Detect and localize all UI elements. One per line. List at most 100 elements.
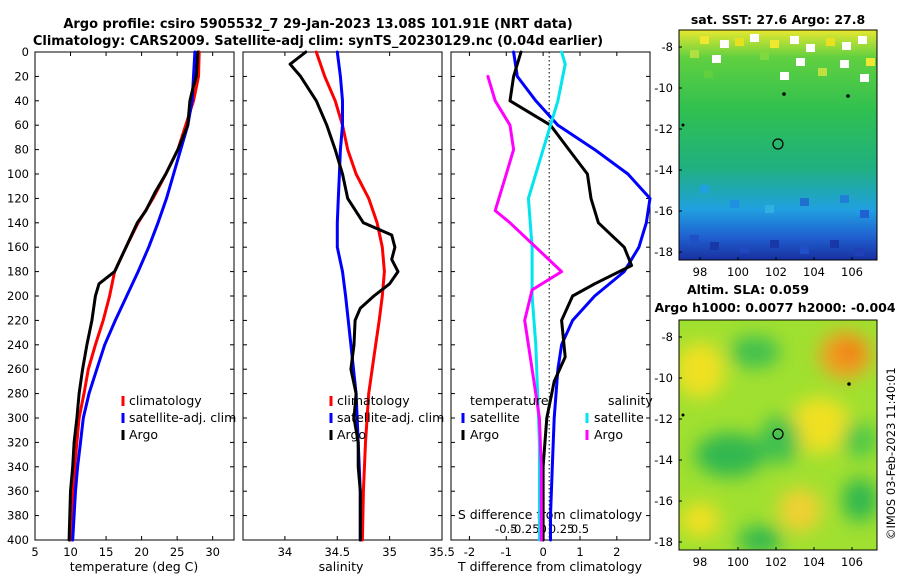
- salinity-legend-label: Argo: [337, 427, 366, 442]
- sst-texture-cell: [806, 44, 815, 52]
- difference-legend-label: Argo: [594, 427, 623, 442]
- sst-texture-cell: [704, 70, 713, 78]
- difference-xtick-label: -1: [501, 545, 512, 559]
- sla-argo-location-marker: [772, 428, 784, 440]
- difference-series-t-satellite: [512, 50, 652, 542]
- difference-legend-header: salinity: [608, 393, 653, 408]
- sla-island-mark: [681, 413, 685, 417]
- sst-texture-cell: [855, 248, 864, 256]
- sst-texture-cell: [866, 58, 875, 66]
- sst-ytick-label: -12: [654, 122, 673, 136]
- sst-texture-cell: [765, 205, 774, 213]
- difference-xtick-label: 2: [613, 545, 620, 559]
- sst-texture-cell: [818, 68, 827, 76]
- salinity-xlabel: salinity: [319, 559, 364, 574]
- temperature-ytick-label: 120: [7, 191, 29, 205]
- sst-xtick-label: 106: [841, 265, 863, 279]
- sst-xtick-label: 104: [803, 265, 825, 279]
- sst-argo-location-marker: [772, 138, 784, 150]
- chart-marks: 0204060801001201401601802002202402602803…: [7, 40, 863, 569]
- sst-texture-cell: [770, 40, 779, 48]
- temperature-ytick-label: 20: [14, 69, 29, 83]
- sst-texture-cell: [790, 36, 799, 44]
- difference-xtick2-label: 0.5: [571, 522, 589, 536]
- sst-texture-cell: [735, 38, 744, 46]
- temperature-xtick-label: 25: [170, 545, 185, 559]
- temperature-ytick-label: 240: [7, 338, 29, 352]
- sst-texture-cell: [700, 185, 709, 193]
- sst-texture-cell: [800, 246, 809, 254]
- temperature-ytick-label: 320: [7, 435, 29, 449]
- sst-texture-cell: [800, 198, 809, 206]
- sst-ytick-label: -18: [654, 245, 673, 259]
- temperature-ytick-label: 60: [14, 118, 29, 132]
- sst-xtick-label: 98: [693, 265, 708, 279]
- salinity-series-climatology: [314, 50, 386, 542]
- sst-texture-cell: [700, 36, 709, 44]
- sst-texture-cell: [690, 235, 699, 243]
- salinity-xtick-label: 35: [382, 545, 397, 559]
- sst-ytick-label: -14: [654, 163, 673, 177]
- sst-island-mark: [846, 94, 850, 98]
- temperature-ytick-label: 80: [14, 143, 29, 157]
- sla-ytick-label: -12: [654, 412, 673, 426]
- sla-xtick-label: 104: [803, 555, 825, 569]
- sst-texture-cell: [730, 200, 739, 208]
- salinity-xtick-label: 35.5: [429, 545, 455, 559]
- difference-plot-frame: [450, 51, 651, 541]
- sla-blobs: [679, 331, 877, 550]
- sst-texture: [690, 34, 875, 256]
- sst-texture-cell: [796, 58, 805, 66]
- difference-xtick-label: 0: [539, 545, 546, 559]
- sst-texture-cell: [740, 245, 749, 253]
- sst-xtick-label: 100: [727, 265, 749, 279]
- title-line1: Argo profile: csiro 5905532_7 29-Jan-202…: [63, 17, 572, 32]
- sst-ytick-label: -8: [662, 40, 673, 54]
- sst-texture-cell: [860, 74, 869, 82]
- sst-texture-cell: [710, 242, 719, 250]
- sst-texture-cell: [830, 240, 839, 248]
- difference-xtick2-label: -0.5: [495, 522, 517, 536]
- sst-texture-cell: [840, 60, 849, 68]
- difference-legend-label: satellite: [594, 410, 644, 425]
- difference-xtick2-label: -0.25: [510, 522, 540, 536]
- salinity-legend-label: climatology: [337, 393, 410, 408]
- sst-texture-cell: [826, 38, 835, 46]
- sla-island-mark: [847, 382, 851, 386]
- sst-xtick-label: 102: [765, 265, 787, 279]
- sst-texture-cell: [750, 34, 759, 42]
- difference-legend-label: satellite: [470, 410, 520, 425]
- sst-field: [679, 30, 877, 260]
- temperature-ytick-label: 100: [7, 167, 29, 181]
- sla-ytick-label: -18: [654, 535, 673, 549]
- sla-map-title2: Argo h1000: 0.0077 h2000: -0.004: [654, 300, 895, 315]
- sst-texture-cell: [858, 36, 867, 44]
- temperature-xtick-label: 10: [63, 545, 78, 559]
- sla-xtick-label: 102: [765, 555, 787, 569]
- sst-map: sat. SST: 27.6 Argo: 27.8: [678, 12, 878, 261]
- sla-xtick-label: 106: [841, 555, 863, 569]
- sla-map-title1: Altim. SLA: 0.059: [687, 282, 809, 297]
- sst-texture-cell: [760, 52, 769, 60]
- temperature-ytick-label: 40: [14, 94, 29, 108]
- temperature-ytick-label: 140: [7, 216, 29, 230]
- sla-map: Altim. SLA: 0.059 Argo h1000: 0.0077 h20…: [654, 282, 896, 551]
- temperature-ytick-label: 380: [7, 509, 29, 523]
- temperature-xtick-label: 15: [99, 545, 114, 559]
- temperature-ytick-label: 340: [7, 460, 29, 474]
- temperature-ytick-label: 400: [7, 533, 29, 547]
- sla-ytick-label: -10: [654, 371, 673, 385]
- difference-xtick2-label: 0.25: [549, 522, 575, 536]
- salinity-series-argo: [288, 50, 400, 542]
- salinity-legend-label: satellite-adj. clim: [337, 410, 444, 425]
- temperature-ytick-label: 280: [7, 387, 29, 401]
- temperature-legend-label: climatology: [129, 393, 202, 408]
- sst-map-title: sat. SST: 27.6 Argo: 27.8: [691, 12, 865, 27]
- difference-xtick-label: 1: [576, 545, 583, 559]
- sla-xtick-label: 100: [727, 555, 749, 569]
- sst-island-mark: [681, 123, 685, 127]
- temperature-ytick-label: 180: [7, 265, 29, 279]
- sst-texture-cell: [840, 195, 849, 203]
- sst-texture-cell: [720, 40, 729, 48]
